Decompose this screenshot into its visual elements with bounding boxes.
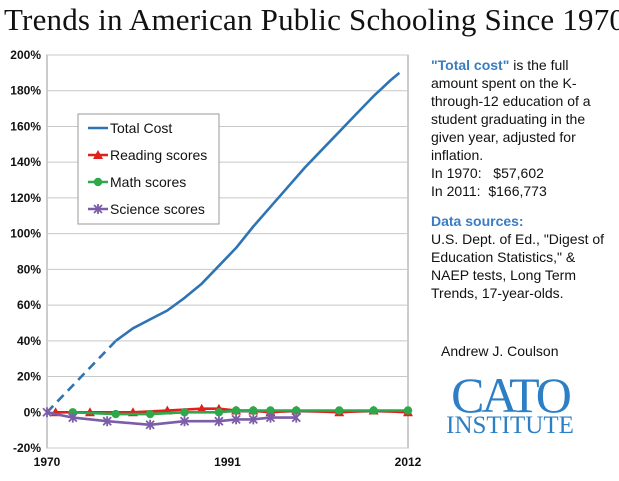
total-cost-line-dashed [46, 339, 117, 414]
science-scores-point [42, 407, 52, 418]
science-scores-point [102, 416, 112, 427]
y-tick-label: 20% [17, 370, 41, 384]
legend-label-total-cost: Total Cost [110, 120, 172, 136]
y-tick-label: 160% [10, 119, 41, 133]
y-tick-label: 120% [10, 191, 41, 205]
math-scores-point [214, 408, 224, 417]
math-scores-point [335, 406, 344, 415]
math-scores-point [403, 406, 413, 415]
logo-line-cato: CATO [451, 367, 572, 423]
y-tick-label: 40% [17, 334, 41, 348]
math-scores-point [266, 406, 275, 415]
trends-line-chart: 200% 180% 160% 140% 120% 100% 80% 60% 40% 20% 0% -2… [10, 48, 422, 469]
math-scores-point [369, 406, 378, 415]
science-scores-point [145, 419, 155, 430]
legend-marker-reading-scores [93, 150, 103, 159]
cost-2011-label: In 2011: [431, 183, 481, 199]
math-scores-point [145, 409, 155, 419]
math-scores-point [231, 406, 241, 415]
reading-scores-point [196, 403, 207, 413]
science-scores-point [265, 412, 276, 423]
total-cost-line-solid [115, 71, 401, 342]
legend-marker-math-scores [93, 177, 103, 187]
math-scores-point [180, 408, 189, 417]
total-cost-description: is the full amount spent on the K-throug… [431, 57, 591, 163]
science-scores-point [291, 412, 301, 423]
y-tick-label: 180% [10, 84, 41, 98]
cost-1970-value: $57,602 [493, 165, 544, 181]
science-scores-point [68, 412, 78, 423]
y-tick-label: 60% [17, 298, 41, 312]
page-title: Trends in American Public Schooling Sinc… [4, 2, 619, 37]
total-cost-note: "Total cost" is the full amount spent on… [431, 56, 617, 164]
data-sources-heading: Data sources: [431, 213, 524, 229]
cost-1970-label: In 1970: [431, 165, 482, 181]
legend-label-science-scores: Science scores [110, 201, 205, 217]
math-scores-line [72, 409, 408, 416]
cost-2011-value: $166,773 [488, 183, 547, 199]
total-cost-term: "Total cost" [431, 57, 510, 73]
math-scores-point [249, 406, 258, 415]
notes-panel: "Total cost" is the full amount spent on… [431, 56, 617, 302]
science-scores-point [248, 414, 258, 425]
legend-label-math-scores: Math scores [110, 174, 186, 190]
data-sources-text: U.S. Dept. of Ed., "Digest of Education … [431, 231, 605, 301]
x-tick-label: 1991 [214, 455, 241, 469]
y-tick-label: 100% [10, 227, 41, 241]
science-scores-point [231, 414, 241, 425]
cost-2011-row: In 2011: $166,773 [431, 182, 617, 200]
y-tick-label: 0% [24, 405, 42, 419]
author-name: Andrew J. Coulson [441, 343, 559, 359]
y-tick-label: 140% [10, 155, 41, 169]
cost-1970-row: In 1970: $57,602 [431, 164, 617, 182]
science-scores-point [214, 416, 224, 427]
y-tick-label: -20% [13, 441, 41, 455]
y-tick-label: 80% [17, 262, 41, 276]
x-tick-label: 1970 [34, 455, 61, 469]
logo-line-institute: INSTITUTE [446, 412, 574, 439]
math-scores-point [292, 406, 301, 415]
legend-label-reading-scores: Reading scores [110, 147, 207, 163]
y-tick-label: 200% [10, 48, 41, 62]
science-scores-point [179, 416, 190, 427]
math-scores-point [111, 409, 120, 419]
science-scores-line [46, 411, 297, 427]
legend-marker-science-scores [93, 204, 103, 214]
x-tick-label: 2012 [395, 455, 422, 469]
cato-institute-logo: CATO INSTITUTE [435, 370, 585, 438]
